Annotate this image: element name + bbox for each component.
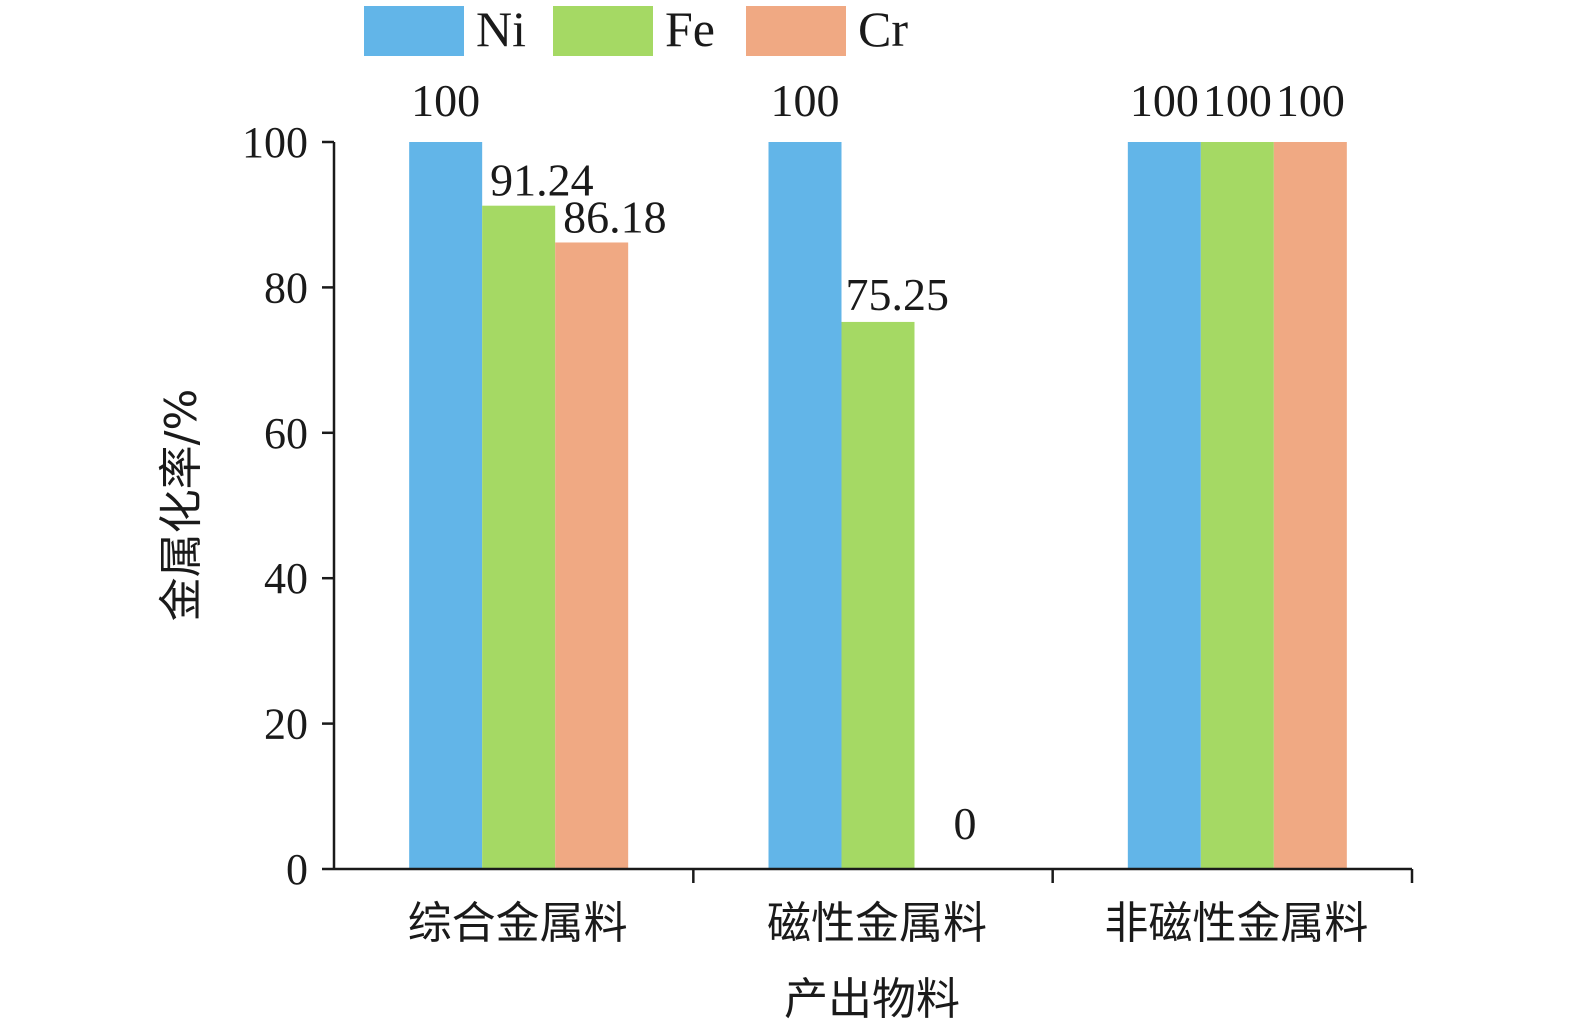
legend-swatch-ni	[364, 6, 464, 56]
data-label-fe-0: 91.24	[490, 155, 593, 206]
y-tick-label: 40	[264, 554, 308, 603]
data-label-ni-0: 100	[411, 75, 480, 126]
bars	[409, 142, 1347, 870]
data-label-cr-2: 100	[1276, 75, 1345, 126]
category-label-2: 非磁性金属料	[1104, 898, 1368, 949]
axes: 0 20 40 60 80 100 综合金属料 磁性金属料 非磁性金属料	[242, 118, 1414, 949]
data-label-ni-1: 100	[771, 75, 840, 126]
category-label-0: 综合金属料	[408, 898, 628, 949]
y-tick-label: 100	[242, 118, 308, 167]
legend-swatch-fe	[553, 6, 653, 56]
data-label-ni-2: 100	[1130, 75, 1199, 126]
y-tick-label: 60	[264, 409, 308, 458]
data-label-fe-1: 75.25	[846, 269, 950, 320]
bar-cr-2	[1273, 142, 1347, 869]
x-axis-title: 产出物料	[784, 974, 960, 1025]
legend-label-cr: Cr	[858, 1, 908, 57]
y-axis-title: 金属化率/%	[156, 389, 207, 622]
bar-fe-2	[1200, 142, 1274, 869]
bar-ni-1	[768, 142, 842, 869]
data-label-fe-2: 100	[1203, 75, 1272, 126]
y-tick-label: 0	[286, 845, 308, 894]
y-tick-label: 80	[264, 263, 308, 312]
bar-ni-0	[409, 142, 483, 869]
legend-swatch-cr	[746, 6, 846, 56]
bar-fe-1	[841, 321, 915, 869]
category-label-1: 磁性金属料	[767, 898, 987, 949]
legend-label-fe: Fe	[665, 1, 715, 57]
data-label-cr-0: 86.18	[563, 191, 667, 242]
bar-fe-0	[482, 205, 556, 870]
bar-cr-0	[555, 242, 629, 869]
legend-label-ni: Ni	[476, 1, 526, 57]
data-label-cr-1: 0	[954, 798, 977, 849]
bar-ni-2	[1127, 142, 1201, 869]
y-tick-label: 20	[264, 700, 308, 749]
legend: Ni Fe Cr	[364, 1, 908, 57]
